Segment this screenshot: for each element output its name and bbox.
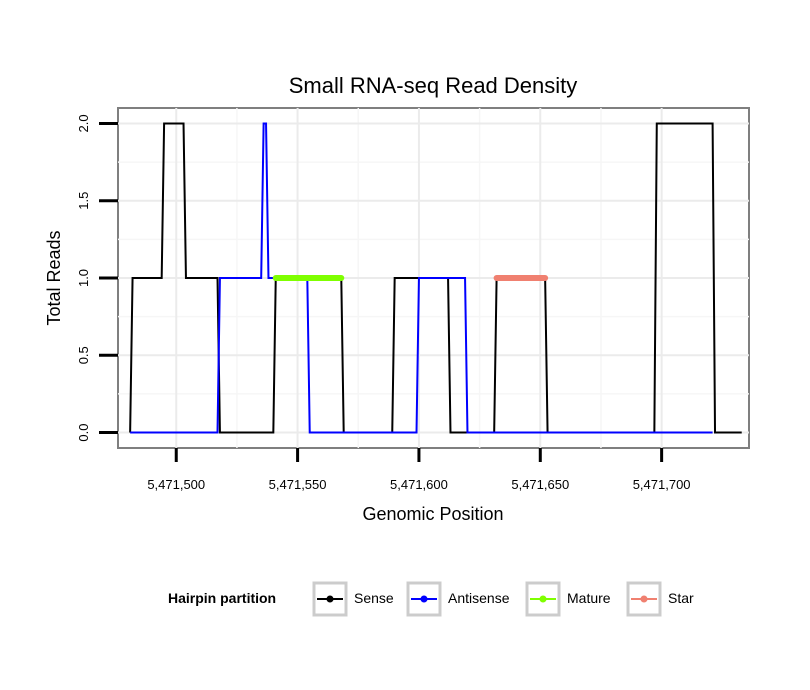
- legend-label-antisense: Antisense: [448, 590, 510, 606]
- legend-label-mature: Mature: [567, 590, 611, 606]
- y-axis: 0.0 0.5 1.0 1.5 2.0: [76, 114, 118, 442]
- legend-item-mature: Mature: [525, 581, 611, 617]
- legend-label-sense: Sense: [354, 590, 394, 606]
- x-tick-label: 5,471,600: [390, 477, 448, 492]
- legend-key-dot-mature: [539, 595, 547, 603]
- chart-title: Small RNA-seq Read Density: [289, 73, 578, 98]
- x-tick-label: 5,471,650: [511, 477, 569, 492]
- y-tick-label: 2.0: [76, 114, 91, 132]
- legend-title: Hairpin partition: [168, 590, 276, 606]
- legend-key-dot-sense: [326, 595, 334, 603]
- legend-item-star: Star: [626, 581, 694, 617]
- y-tick-label: 0.5: [76, 346, 91, 364]
- legend: Hairpin partition Sense Antisense Mature…: [168, 581, 694, 617]
- x-axis: 5,471,500 5,471,550 5,471,600 5,471,650 5,47…: [147, 448, 691, 492]
- series-lines: [129, 122, 742, 434]
- legend-label-star: Star: [668, 590, 694, 606]
- y-tick-label: 1.0: [76, 269, 91, 287]
- x-axis-title: Genomic Position: [362, 504, 503, 524]
- y-tick-label: 0.0: [76, 424, 91, 442]
- legend-key-dot-antisense: [420, 595, 428, 603]
- x-tick-label: 5,471,700: [633, 477, 691, 492]
- y-axis-title: Total Reads: [44, 230, 64, 325]
- y-tick-label: 1.5: [76, 192, 91, 210]
- legend-item-sense: Sense: [312, 581, 394, 617]
- x-tick-label: 5,471,500: [147, 477, 205, 492]
- series-line-antisense: [130, 122, 713, 434]
- x-tick-label: 5,471,550: [269, 477, 327, 492]
- legend-key-dot-star: [640, 595, 648, 603]
- legend-item-antisense: Antisense: [406, 581, 510, 617]
